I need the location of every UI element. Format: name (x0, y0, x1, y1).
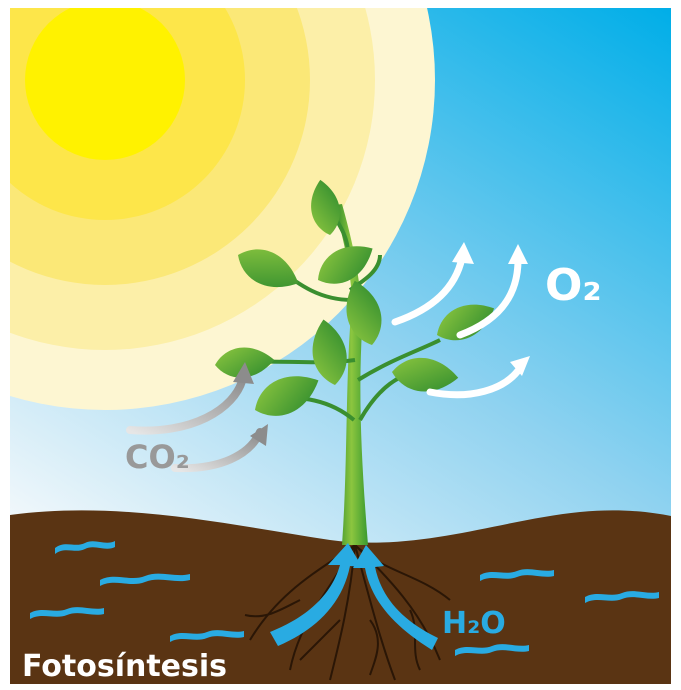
scene: O₂ CO₂ H₂O Fotosíntesis (0, 0, 671, 690)
page: {"labels": {"o2": "O₂", "co2": "CO₂", "h… (0, 0, 681, 690)
illustration: O₂ CO₂ H₂O Fotosíntesis (0, 0, 681, 690)
o2-label: O₂ (545, 260, 602, 311)
title: Fotosíntesis (22, 649, 227, 684)
co2-label: CO₂ (125, 438, 190, 476)
h2o-label: H₂O (442, 606, 506, 641)
